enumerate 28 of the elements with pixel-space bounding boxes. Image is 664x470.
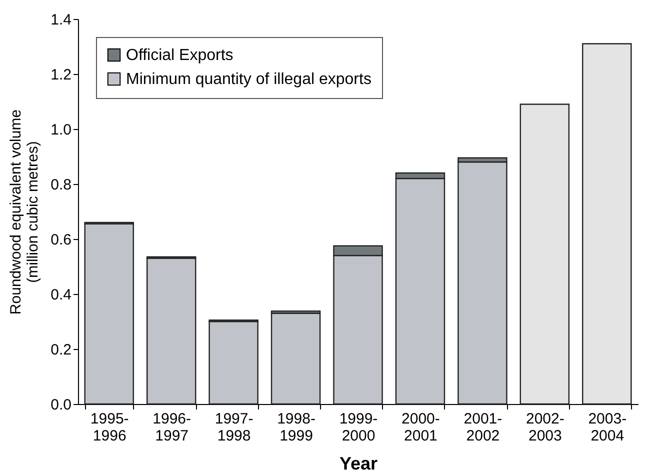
x-tick-label: 1998-1999 xyxy=(277,410,316,444)
y-axis-title: Roundwood equivalent volume (million cubic metres) xyxy=(8,109,42,315)
bar xyxy=(84,223,134,405)
x-tick-label: 1995-1996 xyxy=(90,410,129,444)
bar xyxy=(208,320,258,405)
bar xyxy=(458,161,508,405)
y-tick-label: 0.8 xyxy=(50,176,72,194)
legend-label: Official Exports xyxy=(126,47,234,64)
bar xyxy=(520,104,570,405)
y-tick-label: 1.0 xyxy=(50,122,72,138)
x-tick-label: 2001-2002 xyxy=(464,410,502,444)
y-tick-label: 0.2 xyxy=(50,342,72,358)
x-tick-label: 2002-2003 xyxy=(526,410,564,444)
x-tick-label: 2000-2001 xyxy=(402,410,440,444)
y-tick-label: 1.2 xyxy=(50,66,72,84)
bar xyxy=(270,312,321,405)
y-tick-label: 0.4 xyxy=(50,286,72,304)
y-tick-label: 1.4 xyxy=(50,12,72,28)
x-axis-title: Year xyxy=(339,454,378,470)
y-tick-label: 0.6 xyxy=(50,232,72,248)
bar xyxy=(582,43,632,405)
x-tick-label: 2003-2004 xyxy=(588,410,627,444)
x-tick-label: 1996-1997 xyxy=(152,410,192,444)
bar xyxy=(146,258,196,405)
x-tick-label: 1997-1998 xyxy=(214,410,254,444)
y-tick-label: 0.0 xyxy=(50,396,72,414)
x-tick-label: 1999-2000 xyxy=(339,410,378,444)
legend-label: Minimum quantity of illegal exports xyxy=(126,71,372,88)
